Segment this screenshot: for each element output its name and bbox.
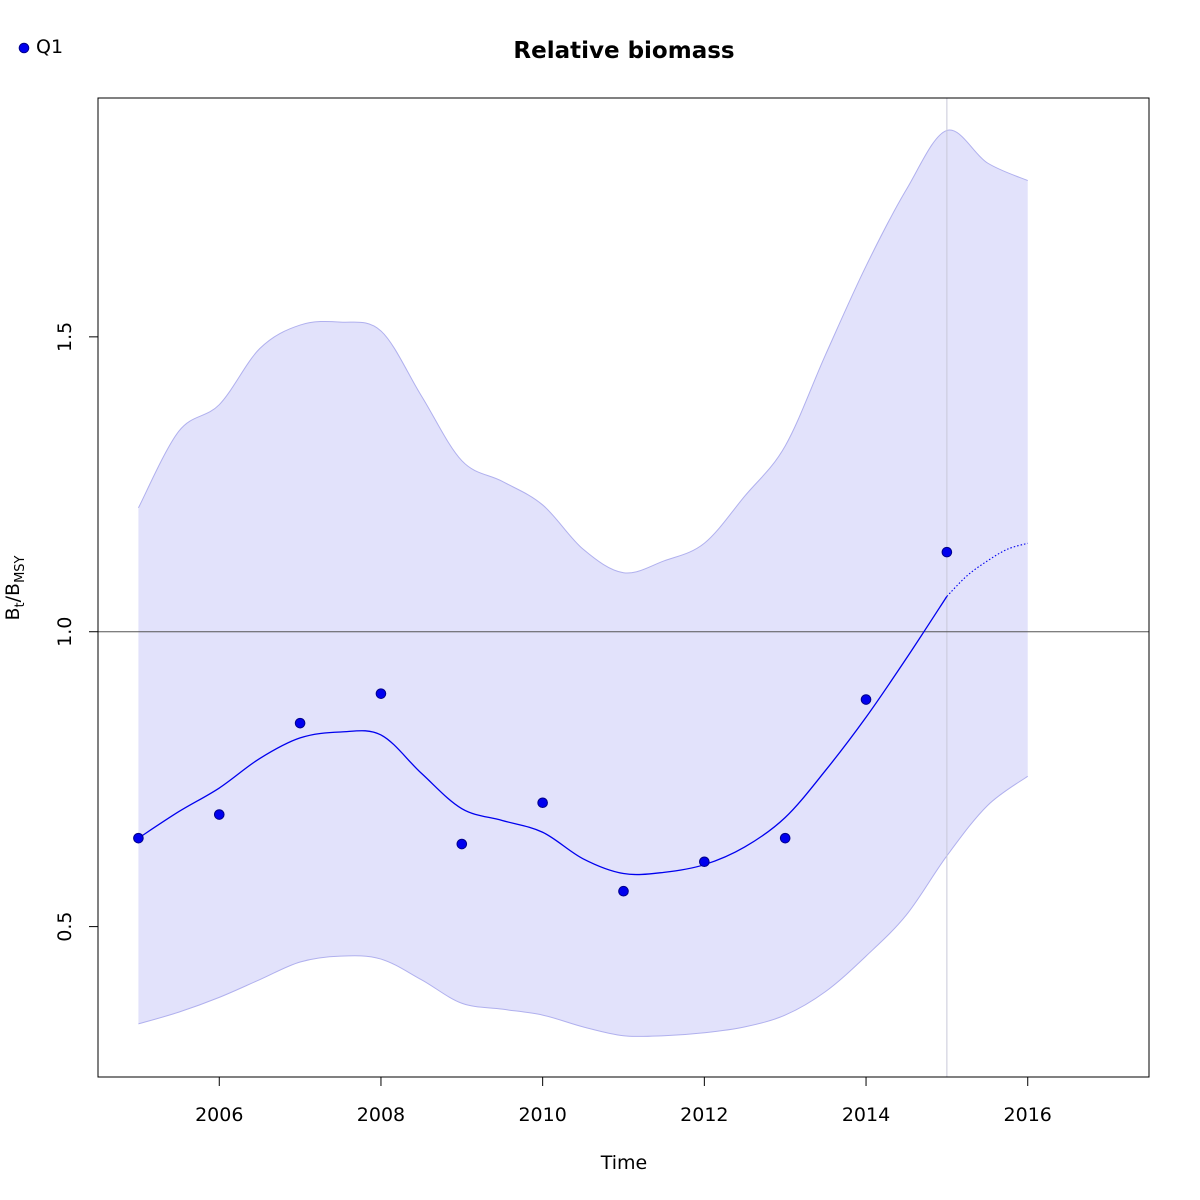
data-point-q1: [537, 797, 548, 809]
y-tick-label: 1.5: [54, 322, 76, 352]
estimate-line-layer: [138, 542, 1028, 876]
chart-title: Relative biomass: [513, 38, 734, 64]
plot-frame: [97, 97, 1150, 1078]
legend-label: Q1: [36, 36, 63, 58]
data-point-q1: [618, 885, 629, 897]
x-axis-title: Time: [600, 1152, 648, 1174]
y-axis-title: Bt/BMSY: [2, 555, 28, 620]
y-axis-title-sub-t: t: [13, 602, 28, 607]
y-axis-title-sub-msy: MSY: [13, 555, 28, 582]
confidence-band-upper-edge: [137, 129, 1028, 574]
confidence-band: [138, 129, 1028, 1037]
confidence-band-layer: [137, 129, 1029, 1037]
data-point-q1: [456, 838, 468, 850]
data-point-q1: [294, 717, 306, 729]
estimate-line: [138, 595, 948, 876]
legend-marker: [18, 42, 30, 54]
x-tick-label: 2008: [357, 1104, 405, 1126]
y-tick-label: 1.0: [54, 617, 76, 647]
data-point-q1: [699, 856, 710, 868]
confidence-band-lower-edge: [138, 775, 1029, 1037]
data-point-q1: [213, 809, 225, 820]
x-tick-label: 2014: [842, 1104, 890, 1126]
legend: Q1: [18, 36, 63, 58]
y-axis-title-main: B: [2, 607, 24, 620]
y-tick-label: 0.5: [54, 912, 76, 942]
prediction-line: [946, 542, 1028, 597]
data-point-q1: [860, 694, 872, 705]
data-point-q1: [779, 832, 791, 844]
x-tick-label: 2006: [195, 1104, 243, 1126]
y-axis-title-slash: /B: [2, 583, 24, 602]
data-point-q1: [133, 832, 144, 844]
data-point-q1: [375, 688, 387, 699]
x-axis: 2006 2008 2010 2012 2014 2016: [195, 1077, 1052, 1126]
x-tick-label: 2010: [518, 1104, 566, 1126]
x-tick-label: 2012: [680, 1104, 728, 1126]
data-point-q1: [941, 546, 953, 558]
y-axis: 0.5 1.0 1.5: [54, 322, 98, 942]
observation-points-layer: [133, 546, 953, 897]
x-tick-label: 2016: [1004, 1104, 1052, 1126]
